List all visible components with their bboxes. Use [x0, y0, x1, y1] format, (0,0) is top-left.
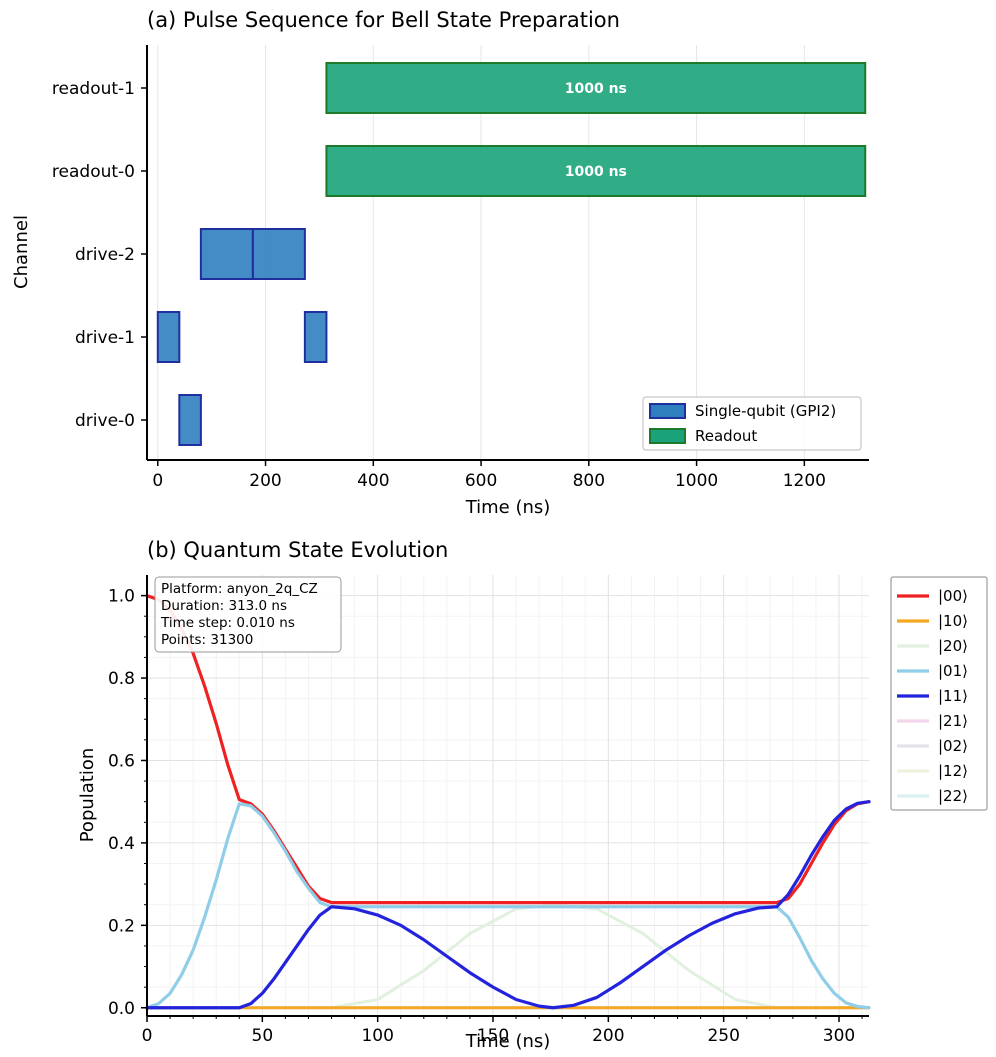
- legend-label-3: |01⟩: [938, 662, 968, 680]
- pulse-drive-2-3: [199, 228, 254, 280]
- x-tick-label-1000: 1000: [675, 471, 718, 491]
- info-time-step: Time step: 0.010 ns: [160, 615, 295, 631]
- x-tick-label-250: 250: [707, 1026, 739, 1046]
- pulse-label-readout-0: 1000 ns: [565, 164, 627, 180]
- panel-a-pulse-sequence: (a) Pulse Sequence for Bell State Prepar…: [11, 8, 869, 518]
- panel-b-legend-box: [890, 576, 988, 811]
- panel-b-legend: |00⟩ |10⟩ |20⟩ |01⟩ |11⟩ |21⟩ |02⟩ |12⟩ |22⟩: [890, 576, 988, 811]
- pulse-readout-1-6: [325, 62, 867, 114]
- info-points: Points: 31300: [161, 632, 253, 648]
- pulse-readout-0-5: [325, 145, 867, 197]
- y-tick-label-0.8: 0.8: [108, 669, 135, 689]
- panel-a-legend-box: [642, 396, 862, 451]
- panel-a-grid: [157, 45, 805, 460]
- x-tick-label-1200: 1200: [783, 471, 826, 491]
- panel-b-info-box: Platform: anyon_2q_CZ Duration: 313.0 ns…: [154, 576, 342, 653]
- panel-a-x-label: Time (ns): [465, 497, 551, 518]
- panel-b-y-label: Population: [77, 748, 98, 843]
- panel-b-y-ticks: 0.0 0.2 0.4 0.6 0.8 1.0: [108, 587, 147, 1019]
- panel-b-axes: [146, 575, 869, 1017]
- y-tick-label-drive-2: drive-2: [75, 245, 135, 265]
- y-tick-label-0: 0.0: [108, 999, 135, 1019]
- y-tick-label-0.6: 0.6: [108, 751, 135, 771]
- x-tick-label-300: 300: [823, 1026, 855, 1046]
- x-tick-label-150: 150: [477, 1026, 509, 1046]
- x-tick-label-200: 200: [249, 471, 281, 491]
- legend-label-0: |00⟩: [938, 587, 968, 605]
- y-tick-label-0.2: 0.2: [108, 916, 135, 936]
- series-line-01-3: [145, 802, 871, 1010]
- y-tick-label-readout-1: readout-1: [52, 79, 135, 99]
- panel-a-x-ticks: 0 200 400 600 800 1000 1200: [152, 460, 826, 491]
- legend-label-readout: Readout: [695, 427, 757, 445]
- info-box-frame: [154, 576, 342, 653]
- x-tick-label-0: 0: [152, 471, 163, 491]
- pulse-drive-2-4: [251, 228, 306, 280]
- panel-a-title: (a) Pulse Sequence for Bell State Prepar…: [147, 8, 620, 32]
- x-tick-label-50: 50: [252, 1026, 274, 1046]
- series-line-11-4: [145, 800, 871, 1010]
- panel-a-legend: Single-qubit (GPI2) Readout: [642, 396, 862, 451]
- pulse-label-readout-1: 1000 ns: [565, 81, 627, 97]
- legend-label-8: |22⟩: [938, 787, 968, 805]
- legend-swatch-single-qubit: [649, 403, 686, 419]
- panel-b-state-evolution: (b) Quantum State Evolution 0 50 100 150 200…: [77, 538, 988, 1052]
- x-tick-label-400: 400: [357, 471, 389, 491]
- pulse-drive-1-2: [303, 311, 328, 363]
- x-tick-label-100: 100: [361, 1026, 393, 1046]
- pulse-drive-0-0: [178, 394, 202, 446]
- legend-label-2: |20⟩: [938, 637, 968, 655]
- x-tick-label-0: 0: [142, 1026, 153, 1046]
- legend-label-4: |11⟩: [938, 687, 968, 705]
- panel-a-y-ticks: drive-0 drive-1 drive-2 readout-0 readout-1: [52, 79, 147, 431]
- pulse-drive-1-1: [156, 311, 181, 363]
- x-tick-label-800: 800: [573, 471, 605, 491]
- y-tick-label-0.4: 0.4: [108, 834, 135, 854]
- panel-a-axes: [146, 45, 869, 461]
- y-tick-label-drive-0: drive-0: [75, 411, 135, 431]
- panel-a-pulses: 1000 ns 1000 ns: [156, 62, 867, 446]
- legend-label-5: |21⟩: [938, 712, 968, 730]
- legend-label-1: |10⟩: [938, 612, 968, 630]
- y-tick-label-drive-1: drive-1: [75, 328, 135, 348]
- legend-label-6: |02⟩: [938, 737, 968, 755]
- x-tick-label-200: 200: [592, 1026, 624, 1046]
- info-platform: Platform: anyon_2q_CZ: [161, 581, 318, 597]
- panel-b-series-lines: [145, 594, 871, 1010]
- legend-label-single-qubit: Single-qubit (GPI2): [695, 402, 836, 420]
- panel-b-x-label: Time (ns): [465, 1031, 551, 1052]
- panel-a-y-label: Channel: [11, 215, 32, 289]
- info-duration: Duration: 313.0 ns: [161, 598, 287, 614]
- legend-label-7: |12⟩: [938, 762, 968, 780]
- y-tick-label-1: 1.0: [108, 587, 135, 607]
- legend-swatch-readout: [649, 428, 686, 444]
- x-tick-label-600: 600: [465, 471, 497, 491]
- panel-b-title: (b) Quantum State Evolution: [147, 538, 448, 562]
- series-line-20-2: [145, 903, 871, 1010]
- panel-b-x-ticks: 0 50 100 150 200 250 300: [142, 1016, 863, 1046]
- y-tick-label-readout-0: readout-0: [52, 162, 135, 182]
